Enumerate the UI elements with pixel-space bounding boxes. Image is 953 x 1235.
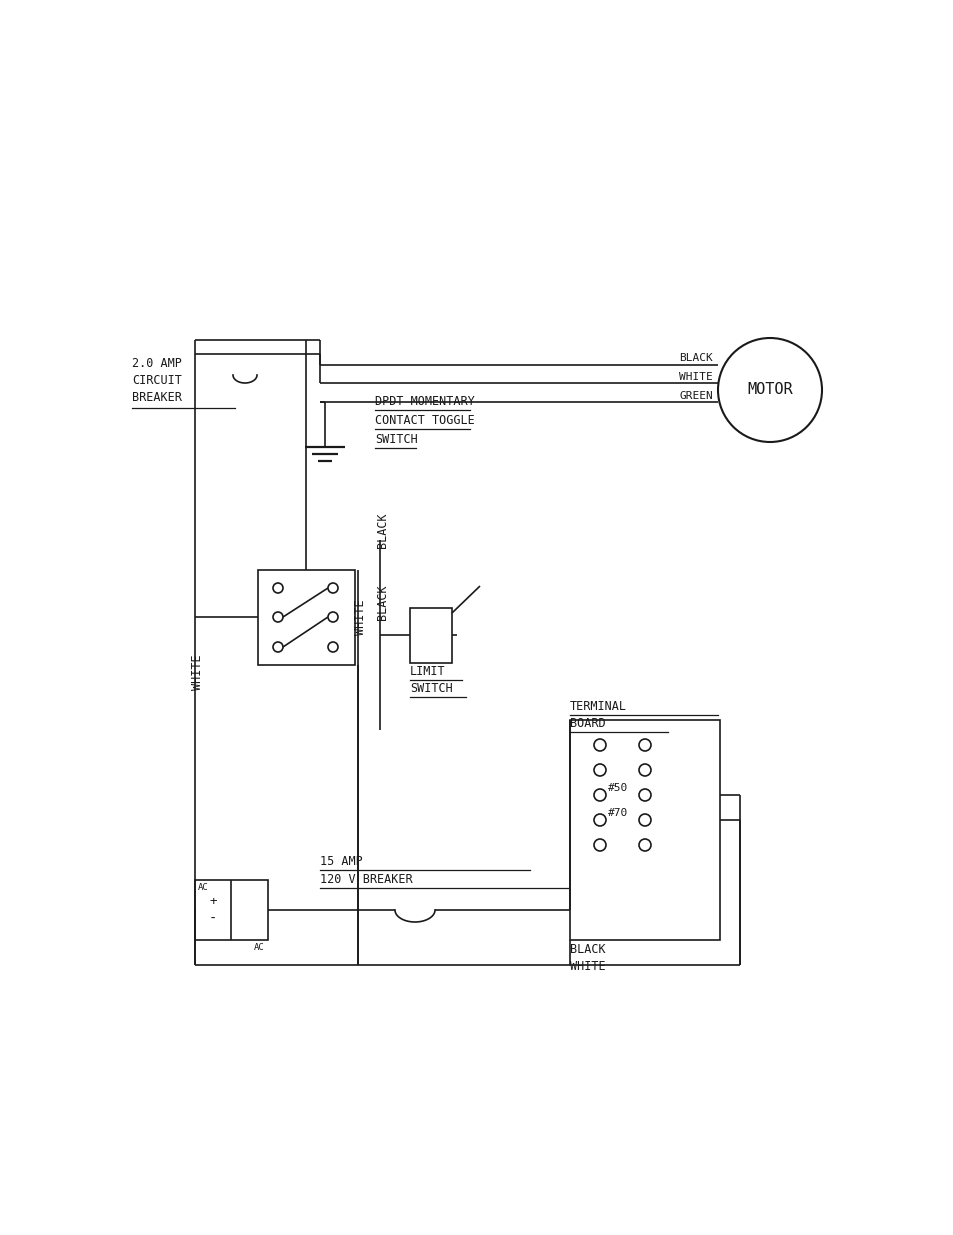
Text: CONTACT TOGGLE: CONTACT TOGGLE [375, 414, 475, 427]
Text: BOARD: BOARD [569, 718, 605, 730]
Text: MOTOR: MOTOR [746, 383, 792, 398]
Text: BLACK: BLACK [376, 513, 389, 548]
Text: SWITCH: SWITCH [410, 682, 453, 695]
Text: #50: #50 [607, 783, 628, 793]
Text: BLACK: BLACK [679, 353, 712, 363]
Text: CIRCUIT: CIRCUIT [132, 374, 182, 387]
Text: #70: #70 [607, 808, 628, 818]
Text: +: + [209, 895, 216, 908]
Text: WHITE: WHITE [192, 655, 204, 690]
Text: TERMINAL: TERMINAL [569, 700, 626, 713]
Text: LIMIT: LIMIT [410, 664, 445, 678]
Text: 15 AMP: 15 AMP [319, 855, 362, 868]
Text: GREEN: GREEN [679, 391, 712, 401]
Text: BLACK: BLACK [376, 584, 389, 620]
Bar [257, 571, 355, 664]
Text: BREAKER: BREAKER [132, 391, 182, 404]
Text: DPDT MOMENTARY: DPDT MOMENTARY [375, 395, 475, 408]
Text: WHITE: WHITE [679, 372, 712, 382]
Text: SWITCH: SWITCH [375, 433, 417, 446]
Text: AC: AC [198, 883, 209, 892]
Text: 120 V BREAKER: 120 V BREAKER [319, 873, 413, 885]
Text: -: - [209, 911, 217, 926]
Text: AC: AC [254, 944, 265, 952]
Text: BLACK: BLACK [569, 944, 605, 956]
Text: WHITE: WHITE [569, 960, 605, 973]
Bar [569, 720, 720, 940]
Bar [410, 608, 452, 663]
Text: WHITE: WHITE [355, 599, 367, 635]
Text: 2.0 AMP: 2.0 AMP [132, 357, 182, 370]
Bar [194, 881, 268, 940]
